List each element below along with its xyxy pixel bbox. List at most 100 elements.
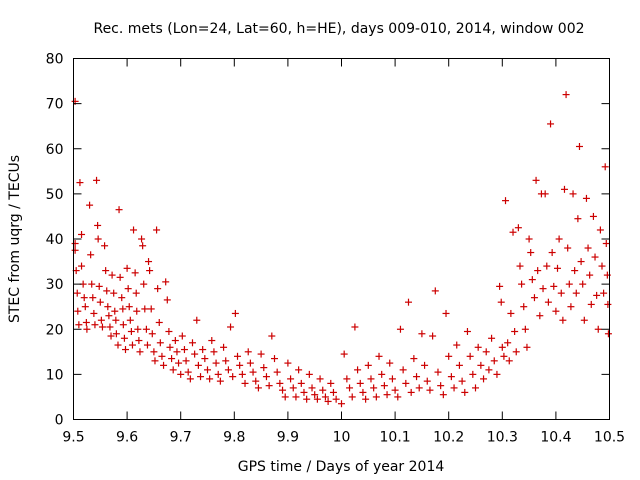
data-point: [71, 240, 79, 248]
data-point: [316, 375, 324, 383]
data-point: [118, 294, 126, 302]
data-point: [351, 323, 359, 331]
data-point: [602, 240, 610, 248]
data-point: [550, 282, 558, 290]
data-point: [493, 370, 501, 378]
data-point: [246, 359, 254, 367]
data-point: [577, 258, 585, 266]
data-point: [380, 382, 388, 390]
data-point: [281, 393, 289, 401]
data-point: [208, 337, 216, 345]
y-tick-label: 60: [46, 142, 64, 158]
x-tick-label: 10.2: [433, 430, 464, 446]
data-point: [260, 364, 268, 372]
data-point: [421, 361, 429, 369]
x-tick-label: 9.6: [116, 430, 138, 446]
data-point: [604, 300, 612, 308]
data-point: [560, 185, 568, 193]
data-point: [311, 391, 319, 399]
data-point: [136, 348, 144, 356]
data-point: [455, 361, 463, 369]
y-tick-label: 50: [46, 187, 64, 203]
data-point: [97, 316, 105, 324]
data-point: [594, 325, 602, 333]
data-point: [423, 377, 431, 385]
data-point: [158, 352, 166, 360]
data-point: [262, 373, 270, 381]
data-point: [410, 355, 418, 363]
data-point: [184, 368, 192, 376]
data-point: [396, 325, 404, 333]
data-point: [162, 278, 170, 286]
data-point: [536, 312, 544, 320]
data-point: [186, 375, 194, 383]
data-point: [329, 388, 337, 396]
data-point: [562, 91, 570, 99]
data-point: [378, 370, 386, 378]
data-point: [289, 384, 297, 392]
data-point: [197, 373, 205, 381]
y-tick-label: 10: [46, 367, 64, 383]
data-point: [123, 264, 131, 272]
data-point: [485, 366, 493, 374]
data-point: [120, 334, 128, 342]
data-point: [472, 384, 479, 392]
data-point: [163, 296, 171, 304]
data-point: [168, 355, 176, 363]
data-point: [173, 348, 181, 356]
data-point: [367, 375, 375, 383]
y-tick-label: 70: [46, 97, 64, 113]
y-axis-label: STEC from uqrg / TECUs: [7, 155, 23, 323]
data-point: [90, 309, 98, 317]
data-point: [388, 375, 396, 383]
data-point: [204, 366, 211, 374]
data-point: [151, 357, 159, 365]
data-point: [166, 343, 174, 351]
data-point: [111, 307, 119, 315]
data-point: [93, 176, 101, 184]
data-point: [466, 352, 474, 360]
data-point: [525, 235, 533, 243]
data-point: [103, 287, 111, 295]
data-point: [115, 206, 123, 214]
chart-title: Rec. mets (Lon=24, Lat=60, h=HE), days 0…: [93, 21, 584, 37]
data-point: [461, 388, 469, 396]
data-point: [91, 321, 99, 329]
data-point: [147, 305, 155, 313]
data-point: [254, 384, 262, 392]
data-point: [391, 386, 399, 394]
data-point: [496, 282, 504, 290]
data-point: [135, 337, 143, 345]
data-point: [121, 346, 129, 354]
data-point: [175, 359, 183, 367]
data-point: [133, 307, 141, 315]
data-point: [131, 269, 139, 277]
data-point: [265, 382, 273, 390]
data-point: [292, 393, 300, 401]
data-point: [319, 386, 327, 394]
data-point: [584, 244, 592, 252]
data-point: [554, 264, 562, 272]
data-point: [276, 379, 284, 387]
data-point: [364, 361, 372, 369]
data-point: [324, 397, 332, 405]
data-point: [567, 303, 575, 311]
data-point: [591, 253, 599, 261]
data-point: [490, 357, 498, 365]
data-point: [442, 309, 450, 317]
data-point: [169, 366, 177, 374]
data-point: [153, 226, 161, 234]
data-point: [214, 370, 222, 378]
data-point: [445, 352, 453, 360]
data-point: [431, 287, 439, 295]
data-point: [511, 328, 519, 336]
data-point: [74, 307, 82, 315]
data-point: [415, 384, 423, 392]
data-point: [564, 244, 572, 252]
data-point: [426, 386, 434, 394]
data-point: [383, 391, 391, 399]
data-point: [559, 316, 567, 324]
data-point: [418, 330, 426, 338]
data-point: [402, 379, 410, 387]
